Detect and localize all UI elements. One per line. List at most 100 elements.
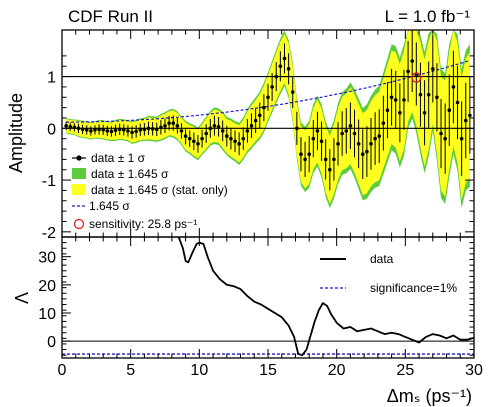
- amplitude-point: [295, 126, 299, 131]
- amplitude-point: [468, 113, 472, 118]
- bottom-axis-ticks: 0 5 10 15 20 25 30 0 10 20 30: [38, 237, 483, 379]
- amplitude-point: [402, 98, 406, 102]
- band-stat-area: [66, 30, 470, 204]
- amplitude-point: [97, 127, 101, 132]
- top-reference-lines: [62, 76, 474, 129]
- amplitude-point: [418, 92, 423, 97]
- amplitude-points: [64, 30, 472, 191]
- likelihood-lines: [62, 236, 475, 357]
- amplitude-point: [171, 121, 176, 125]
- amplitude-point: [447, 108, 452, 113]
- sensitivity-marker-group: [411, 72, 422, 83]
- amplitude-point: [105, 129, 110, 133]
- amplitude-point: [93, 128, 97, 132]
- amplitude-point: [393, 98, 398, 102]
- amplitude-bands: [66, 30, 470, 209]
- amplitude-point: [365, 149, 369, 154]
- amplitude-point: [84, 128, 89, 132]
- amplitude-point: [344, 129, 349, 133]
- amplitude-point: [286, 67, 291, 71]
- amplitude-point: [204, 131, 208, 136]
- amplitude-point: [154, 127, 159, 132]
- legend-stat-band-label: data ± 1.645 σ (stat. only): [91, 183, 228, 197]
- legend-significance-label: significance=1%: [370, 281, 457, 295]
- amplitude-point: [262, 105, 266, 110]
- amplitude-point: [369, 142, 373, 146]
- x-tick-label: 0: [58, 362, 67, 379]
- experiment-label: CDF Run II: [68, 7, 153, 26]
- amplitude-point: [328, 167, 332, 172]
- amplitude-point: [266, 95, 270, 100]
- amplitude-point: [463, 118, 468, 123]
- amplitude-point: [134, 129, 138, 134]
- x-tick-label: 20: [328, 362, 346, 379]
- legend-data-label: data: [370, 252, 394, 266]
- amplitude-point: [270, 85, 274, 89]
- top-y-tick-label: -2: [42, 225, 56, 242]
- amplitude-point: [216, 124, 221, 129]
- amplitude-point: [332, 157, 336, 162]
- amplitude-point: [435, 95, 439, 100]
- bottom-y-axis-label: Λ: [12, 292, 32, 304]
- amplitude-point: [249, 123, 254, 128]
- amplitude-point: [290, 90, 295, 94]
- amplitude-point: [282, 56, 287, 61]
- amplitude-point: [68, 124, 73, 129]
- amplitude-point: [237, 142, 241, 146]
- luminosity-label: L = 1.0 fb⁻¹: [385, 7, 471, 26]
- amplitude-point: [398, 111, 402, 115]
- amplitude-point: [117, 127, 122, 132]
- amplitude-point: [373, 136, 377, 141]
- bottom-y-tick-label: 10: [38, 306, 56, 323]
- x-axis-label: Δmₛ (ps⁻¹): [387, 386, 472, 406]
- amplitude-point: [245, 129, 250, 133]
- amplitude-point: [307, 152, 312, 156]
- amplitude-point: [451, 85, 456, 89]
- amplitude-point: [159, 125, 163, 130]
- amplitude-point: [192, 139, 196, 144]
- amplitude-point: [319, 139, 324, 144]
- bottom-legend: data significance=1%: [320, 252, 457, 295]
- legend-limit-label: 1.645 σ: [89, 199, 130, 213]
- amplitude-point: [212, 123, 217, 128]
- x-tick-label: 10: [190, 362, 208, 379]
- legend-points-icon: [76, 155, 82, 161]
- amplitude-point: [311, 136, 316, 141]
- amplitude-point: [200, 136, 204, 141]
- amplitude-point: [422, 111, 427, 115]
- amplitude-point: [253, 118, 258, 123]
- amplitude-point: [455, 100, 460, 105]
- amplitude-point: [72, 125, 77, 130]
- amplitude-point: [233, 139, 237, 144]
- top-y-tick-label: -1: [42, 173, 56, 190]
- top-axis-ticks: -2 -1 0 1: [42, 30, 475, 242]
- amplitude-point: [439, 131, 443, 136]
- amplitude-point: [389, 95, 394, 100]
- bottom-y-tick-label: 20: [38, 278, 56, 295]
- amplitude-point: [113, 128, 118, 133]
- amplitude-point: [80, 127, 85, 132]
- amplitude-point: [142, 127, 147, 132]
- amplitude-point: [122, 128, 126, 132]
- amplitude-point: [138, 128, 143, 132]
- bottom-y-tick-label: 0: [47, 334, 56, 351]
- amplitude-point: [377, 134, 382, 138]
- legend-total-band-icon: [72, 168, 86, 179]
- amplitude-point: [208, 126, 213, 131]
- amplitude-point: [340, 131, 344, 136]
- amplitude-point: [410, 59, 415, 63]
- amplitude-point: [274, 74, 279, 79]
- amplitude-point: [167, 121, 171, 125]
- amplitude-point: [348, 123, 353, 128]
- amplitude-point: [323, 157, 328, 162]
- amplitude-point: [175, 123, 180, 128]
- legend-stat-band-icon: [72, 184, 86, 195]
- amplitude-point: [163, 123, 167, 128]
- top-legend: data ± 1 σ data ± 1.645 σ data ± 1.645 σ…: [72, 151, 228, 231]
- bottom-y-tick-label: 30: [38, 250, 56, 267]
- x-tick-label: 15: [259, 362, 277, 379]
- amplitude-point: [426, 92, 431, 97]
- amplitude-point: [406, 69, 410, 74]
- amplitude-point: [196, 142, 200, 146]
- amplitude-point: [443, 136, 447, 141]
